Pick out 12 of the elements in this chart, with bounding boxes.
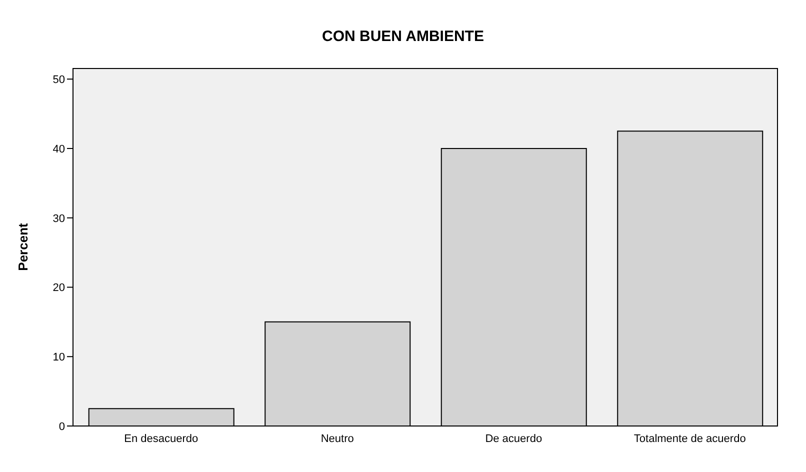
x-tick-label: Totalmente de acuerdo [634,432,746,445]
y-tick-label: 50 [52,74,65,86]
chart-title: CON BUEN AMBIENTE [321,28,485,45]
y-tick-label: 30 [52,212,65,225]
y-tick-label: 0 [58,420,65,433]
y-tick-label: 40 [52,143,65,156]
y-axis-title: Percent [16,222,31,271]
y-tick-label: 10 [52,352,65,364]
x-tick-label: Neutro [320,432,354,445]
y-tick-label: 20 [52,282,65,294]
x-tick-label: De acuerdo [485,432,542,445]
x-tick-label: En desacuerdo [124,432,198,445]
